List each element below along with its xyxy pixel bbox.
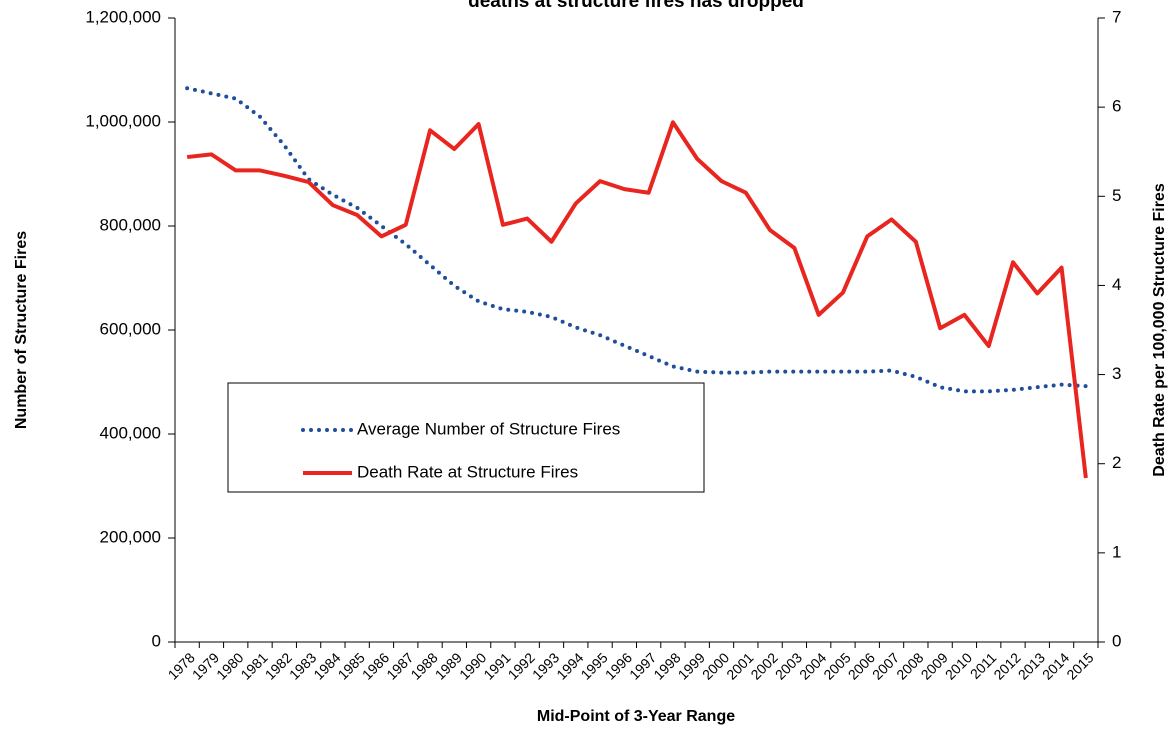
y-tick-label: 600,000 (100, 319, 161, 338)
series-line (185, 86, 1088, 394)
y2-tick-label: 0 (1112, 631, 1121, 650)
y2-tick-label: 1 (1112, 542, 1121, 561)
y2-tick-label: 4 (1112, 275, 1121, 294)
chart-title: deaths at structure fires has dropped (468, 0, 804, 12)
y2-tick-label: 5 (1112, 186, 1121, 205)
legend-label: Death Rate at Structure Fires (357, 462, 578, 481)
y-tick-label: 800,000 (100, 215, 161, 234)
y-tick-label: 200,000 (100, 527, 161, 546)
y2-tick-label: 6 (1112, 97, 1121, 116)
y-axis-label: Number of Structure Fires (13, 231, 30, 429)
x-axis-label: Mid-Point of 3-Year Range (537, 708, 735, 725)
series-line (186, 120, 1088, 479)
y-tick-label: 400,000 (100, 423, 161, 442)
y-tick-label: 1,200,000 (85, 7, 161, 26)
legend-label: Average Number of Structure Fires (357, 419, 620, 438)
x-tick-label: 2015 (1063, 649, 1096, 682)
y2-tick-label: 7 (1112, 7, 1121, 26)
y-tick-label: 0 (152, 631, 161, 650)
y2-axis-label: Death Rate per 100,000 Structure Fires (1151, 183, 1168, 477)
y2-tick-label: 2 (1112, 453, 1121, 472)
y-tick-label: 1,000,000 (85, 111, 161, 130)
y2-tick-label: 3 (1112, 364, 1121, 383)
